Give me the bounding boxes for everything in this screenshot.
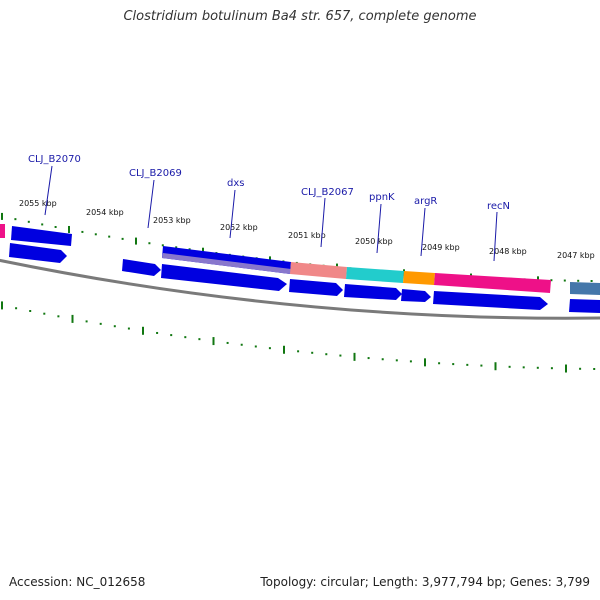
- gene-label[interactable]: argR: [414, 196, 437, 207]
- cds-arrow[interactable]: [122, 259, 161, 276]
- map-title: Clostridium botulinum Ba4 str. 657, comp…: [123, 9, 477, 24]
- scale-label: 2051 kbp: [288, 231, 326, 240]
- feature-ring-outer: [0, 224, 600, 295]
- gene-label[interactable]: dxs: [227, 178, 244, 189]
- scale-label: 2047 kbp: [557, 251, 595, 260]
- scale-label: 2048 kbp: [489, 247, 527, 256]
- scale-label: 2052 kbp: [220, 223, 258, 232]
- leader-line: [147, 179, 155, 229]
- scale-label: 2055 kbp: [19, 199, 57, 208]
- cds-arrow[interactable]: [161, 264, 287, 291]
- cds-arrow[interactable]: [9, 243, 67, 263]
- accession-text: Accession: NC_012658: [9, 575, 146, 589]
- leader-line: [493, 211, 498, 262]
- gene-label[interactable]: CLJ_B2070: [28, 154, 81, 165]
- scale-label: 2050 kbp: [355, 237, 393, 246]
- cds-arrow[interactable]: [344, 284, 402, 300]
- feature-block[interactable]: [346, 267, 404, 283]
- leader-line: [420, 207, 426, 257]
- scale-label: 2053 kbp: [153, 216, 191, 225]
- cds-arrow[interactable]: [289, 279, 343, 296]
- genome-backbone: [0, 258, 600, 320]
- gene-label[interactable]: recN: [487, 201, 510, 212]
- feature-block[interactable]: [0, 224, 5, 238]
- gene-label[interactable]: CLJ_B2067: [301, 187, 354, 198]
- leader-line: [376, 203, 382, 254]
- cds-arrow[interactable]: [433, 291, 548, 310]
- feature-block[interactable]: [162, 253, 291, 274]
- label-leader-lines: [44, 165, 498, 262]
- leader-line: [320, 197, 326, 248]
- feature-block[interactable]: [403, 271, 435, 285]
- scale-label: 2054 kbp: [86, 208, 124, 217]
- scale-label: 2049 kbp: [422, 243, 460, 252]
- inner-tick-row: [1, 301, 596, 373]
- cds-arrow[interactable]: [401, 289, 431, 302]
- feature-block[interactable]: [11, 226, 72, 246]
- gene-label[interactable]: CLJ_B2069: [129, 168, 182, 179]
- scale-labels: 2055 kbp 2054 kbp 2053 kbp 2052 kbp 2051…: [19, 199, 595, 260]
- gene-label[interactable]: ppnK: [369, 192, 395, 203]
- feature-block[interactable]: [290, 262, 347, 279]
- leader-line: [44, 165, 53, 216]
- leader-line: [229, 189, 236, 239]
- topology-text: Topology: circular; Length: 3,977,794 bp…: [260, 575, 590, 589]
- feature-block[interactable]: [570, 282, 600, 295]
- feature-block[interactable]: [434, 273, 551, 293]
- cds-arrow[interactable]: [569, 299, 600, 313]
- gene-labels: CLJ_B2070 CLJ_B2069 dxs CLJ_B2067 ppnK a…: [28, 154, 510, 212]
- feature-ring-inner: [9, 243, 600, 313]
